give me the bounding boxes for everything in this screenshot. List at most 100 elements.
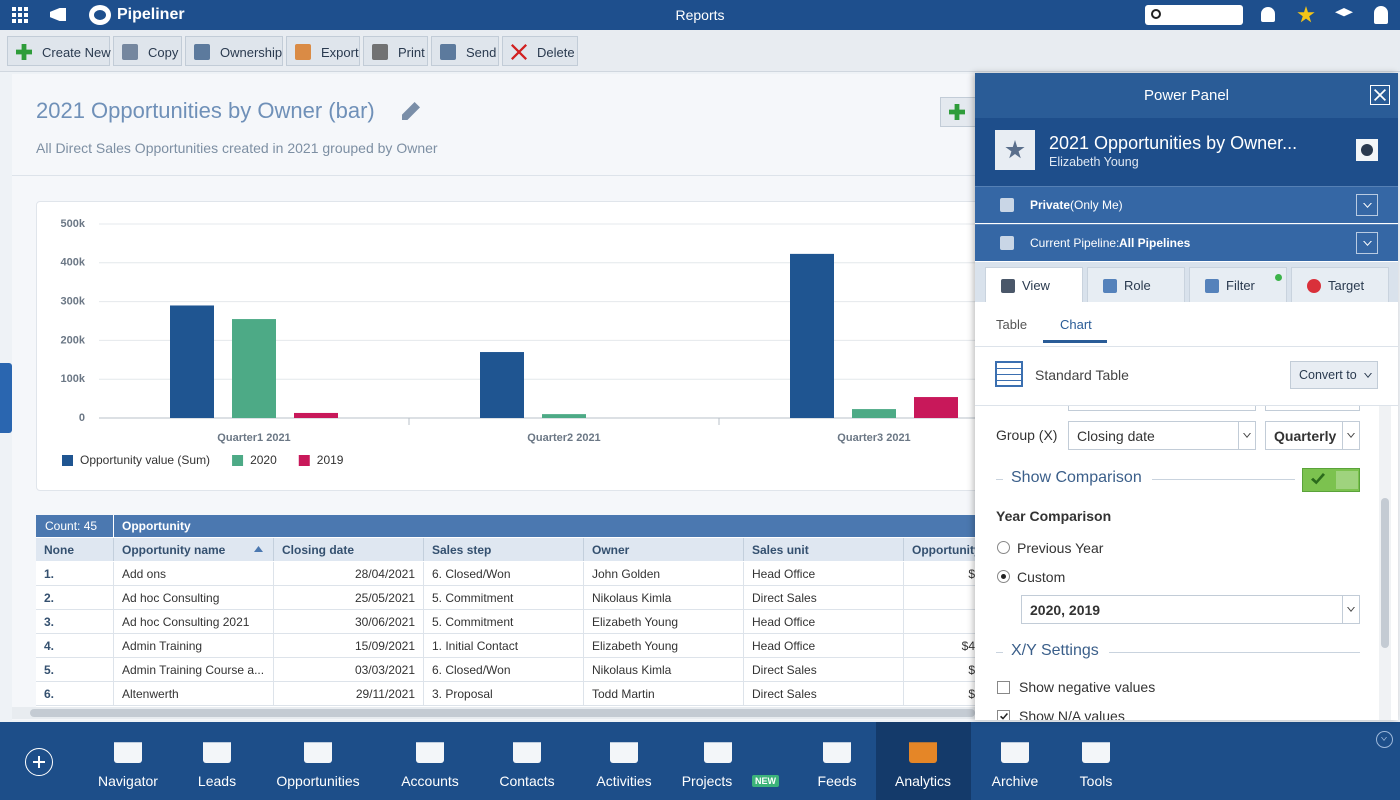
logo-mark (94, 10, 106, 20)
side-toggle[interactable] (0, 363, 12, 433)
cell-text: Elizabeth Young (592, 639, 679, 653)
nav-item[interactable]: Accounts (380, 722, 480, 800)
toolbar-label: Send (466, 45, 497, 60)
years-select[interactable]: 2020, 2019 (1021, 595, 1360, 624)
toolbar-button[interactable]: Copy (113, 36, 182, 66)
comparison-title: Show Comparison (1011, 469, 1142, 486)
nav-item[interactable]: Activities (574, 722, 674, 800)
collapse-button[interactable] (1376, 731, 1393, 748)
favorite-box[interactable] (995, 130, 1035, 170)
checkbox[interactable] (997, 681, 1010, 694)
toolbar-button[interactable]: Create New (7, 36, 111, 66)
nav-item[interactable]: Projects NEW (668, 722, 779, 800)
toolbar-label: Delete (537, 45, 575, 60)
cell-text: Elizabeth Young (592, 615, 679, 629)
nav-icon (823, 742, 851, 763)
table-row[interactable] (36, 658, 996, 682)
vertical-scrollbar (1379, 406, 1391, 720)
nav-icon (304, 742, 332, 763)
table-cell: John Golden (584, 562, 744, 586)
comparison-toggle[interactable] (1302, 468, 1360, 492)
y-tick-label: 200k (61, 334, 86, 346)
xy-title: X/Y Settings (1011, 642, 1099, 659)
subtab[interactable]: Table (996, 317, 1028, 332)
expand-button[interactable] (1356, 232, 1378, 254)
table-cell: Nikolaus Kimla (584, 658, 744, 682)
tab-label: Target (1328, 278, 1365, 293)
table-row[interactable] (36, 586, 996, 610)
column-header[interactable]: None (36, 538, 114, 561)
section-line (1152, 479, 1295, 480)
cell-text: Altenwerth (122, 687, 179, 701)
nav-label: Leads (197, 773, 237, 789)
nav-item[interactable]: Tools (1046, 722, 1146, 800)
table-cell: 15/09/2021 (274, 634, 424, 658)
tab[interactable]: Filter (1189, 267, 1287, 302)
subtab[interactable]: Chart (1060, 317, 1092, 332)
group-period-select-value: Quarterly (1274, 428, 1337, 444)
toolbar-button[interactable]: Send (431, 36, 499, 66)
table-cell: 3. (36, 610, 114, 634)
column-header-label: Sales step (432, 543, 492, 557)
chevron (1363, 203, 1372, 208)
cell-text: Direct Sales (752, 591, 817, 605)
user-icon (1374, 6, 1388, 24)
radio[interactable] (997, 541, 1010, 554)
section-line (996, 652, 1003, 653)
table-row[interactable] (36, 562, 996, 586)
cell-text: $ (968, 567, 975, 581)
nav-item[interactable]: Leads (167, 722, 267, 800)
column-header[interactable]: Owner (584, 538, 744, 561)
settings-button[interactable] (1356, 139, 1378, 161)
nav-item[interactable]: Feeds (787, 722, 887, 800)
cell-text: Admin Training (122, 639, 203, 653)
checkbox[interactable] (997, 710, 1010, 720)
search-icon (1151, 9, 1161, 19)
bar (542, 414, 586, 418)
tab[interactable]: Role (1087, 267, 1185, 302)
cell-text: Todd Martin (592, 687, 655, 701)
group-period-select[interactable]: Quarterly (1265, 421, 1360, 450)
nav-item[interactable]: Opportunities (268, 722, 368, 800)
cell-text: Nikolaus Kimla (592, 663, 672, 677)
expand-button[interactable] (1356, 194, 1378, 216)
add-button[interactable] (25, 748, 53, 776)
column-header[interactable]: Sales step (424, 538, 584, 561)
column-header[interactable]: Sales unit (744, 538, 904, 561)
tab[interactable]: Target (1291, 267, 1389, 302)
toolbar-button[interactable]: Export (286, 36, 360, 66)
group-field-select-value: Closing date (1077, 428, 1155, 444)
table-row[interactable] (36, 610, 996, 634)
nav-item[interactable]: Contacts (477, 722, 577, 800)
nav-item[interactable]: Navigator (78, 722, 178, 800)
toolbar-button[interactable]: Ownership (185, 36, 283, 66)
row-icon (1000, 236, 1014, 250)
y-tick-label: 500k (61, 218, 86, 230)
close-button[interactable] (1370, 85, 1390, 105)
select-fragment (1068, 406, 1256, 411)
cell-text: 6. Closed/Won (432, 663, 511, 677)
radio[interactable] (997, 570, 1010, 583)
column-header[interactable]: Closing date (274, 538, 424, 561)
nav-label: Projects (681, 773, 733, 789)
search-box[interactable] (1145, 5, 1243, 25)
cell-text: 5. Commitment (432, 591, 514, 605)
cell-text: 3. Proposal (432, 687, 493, 701)
column-header[interactable]: Opportunity name (114, 538, 274, 561)
nav-item[interactable]: Archive (965, 722, 1065, 800)
toolbar-button[interactable]: Print (363, 36, 428, 66)
table-cell: 29/11/2021 (274, 682, 424, 706)
sharing-row-label: Private (1030, 198, 1071, 212)
nav-item[interactable]: Analytics (873, 722, 973, 800)
tab[interactable]: View (985, 267, 1083, 302)
toolbar-button[interactable]: Delete (502, 36, 578, 66)
table-row[interactable] (36, 682, 996, 706)
pipeline-row[interactable]: Current Pipeline: All Pipelines (975, 224, 1398, 261)
table-row[interactable] (36, 634, 996, 658)
table-cell: Nikolaus Kimla (584, 586, 744, 610)
group-field-select[interactable]: Closing date (1068, 421, 1256, 450)
column-header[interactable]: Opportunity (904, 538, 984, 561)
convert-button[interactable]: Convert to (1290, 361, 1378, 389)
horizontal-scrollbar (12, 707, 975, 719)
sharing-row[interactable]: Private (Only Me) (975, 186, 1398, 223)
